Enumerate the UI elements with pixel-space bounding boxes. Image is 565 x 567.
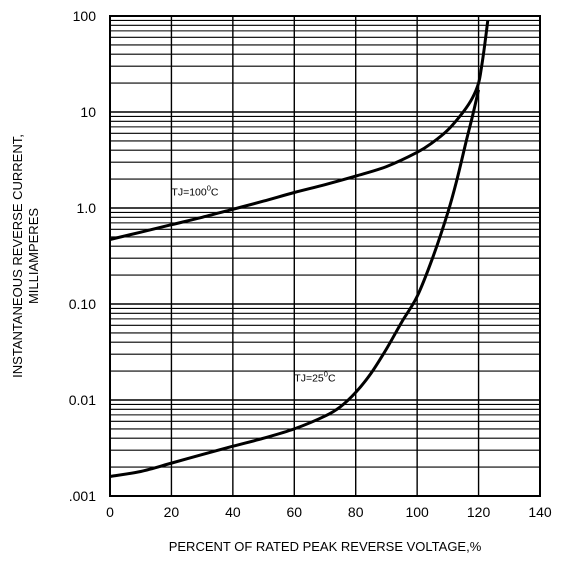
y-axis-title-line-2: MILLIAMPERES [26, 208, 41, 304]
x-tick-label: 40 [225, 504, 241, 520]
series-label-layer: TJ=1000C TJ=250C [171, 183, 336, 384]
x-tick-label: 60 [286, 504, 302, 520]
y-tick-label: 0.10 [69, 296, 96, 312]
plot-frame [109, 15, 541, 497]
x-tick-label: 100 [405, 504, 429, 520]
y-axis-title: INSTANTANEOUS REVERSE CURRENT, MILLIAMPE… [10, 134, 41, 378]
series-line-tj100 [109, 20, 490, 241]
grid-layer [109, 16, 541, 497]
tick-label-layer: 0 20 40 60 80 100 120 140 .001 0.01 0.10 1.0 10 100 [69, 8, 552, 520]
y-axis-title-line-1: INSTANTANEOUS REVERSE CURRENT, [10, 134, 25, 378]
x-tick-label: 120 [467, 504, 491, 520]
x-tick-label: 0 [106, 504, 114, 520]
curve-layer [109, 20, 490, 478]
y-tick-label: 10 [80, 104, 96, 120]
x-tick-label: 20 [164, 504, 180, 520]
y-tick-label: .001 [69, 488, 96, 504]
series-line-tj25 [109, 89, 481, 478]
y-tick-label: 100 [73, 8, 97, 24]
y-tick-label: 0.01 [69, 392, 96, 408]
y-tick-label: 1.0 [77, 200, 97, 216]
series-label-tj100: TJ=1000C [171, 183, 219, 198]
x-tick-label: 80 [348, 504, 364, 520]
x-axis-title: PERCENT OF RATED PEAK REVERSE VOLTAGE,% [169, 539, 482, 554]
series-label-tj25: TJ=250C [294, 370, 336, 385]
x-tick-label: 140 [528, 504, 552, 520]
